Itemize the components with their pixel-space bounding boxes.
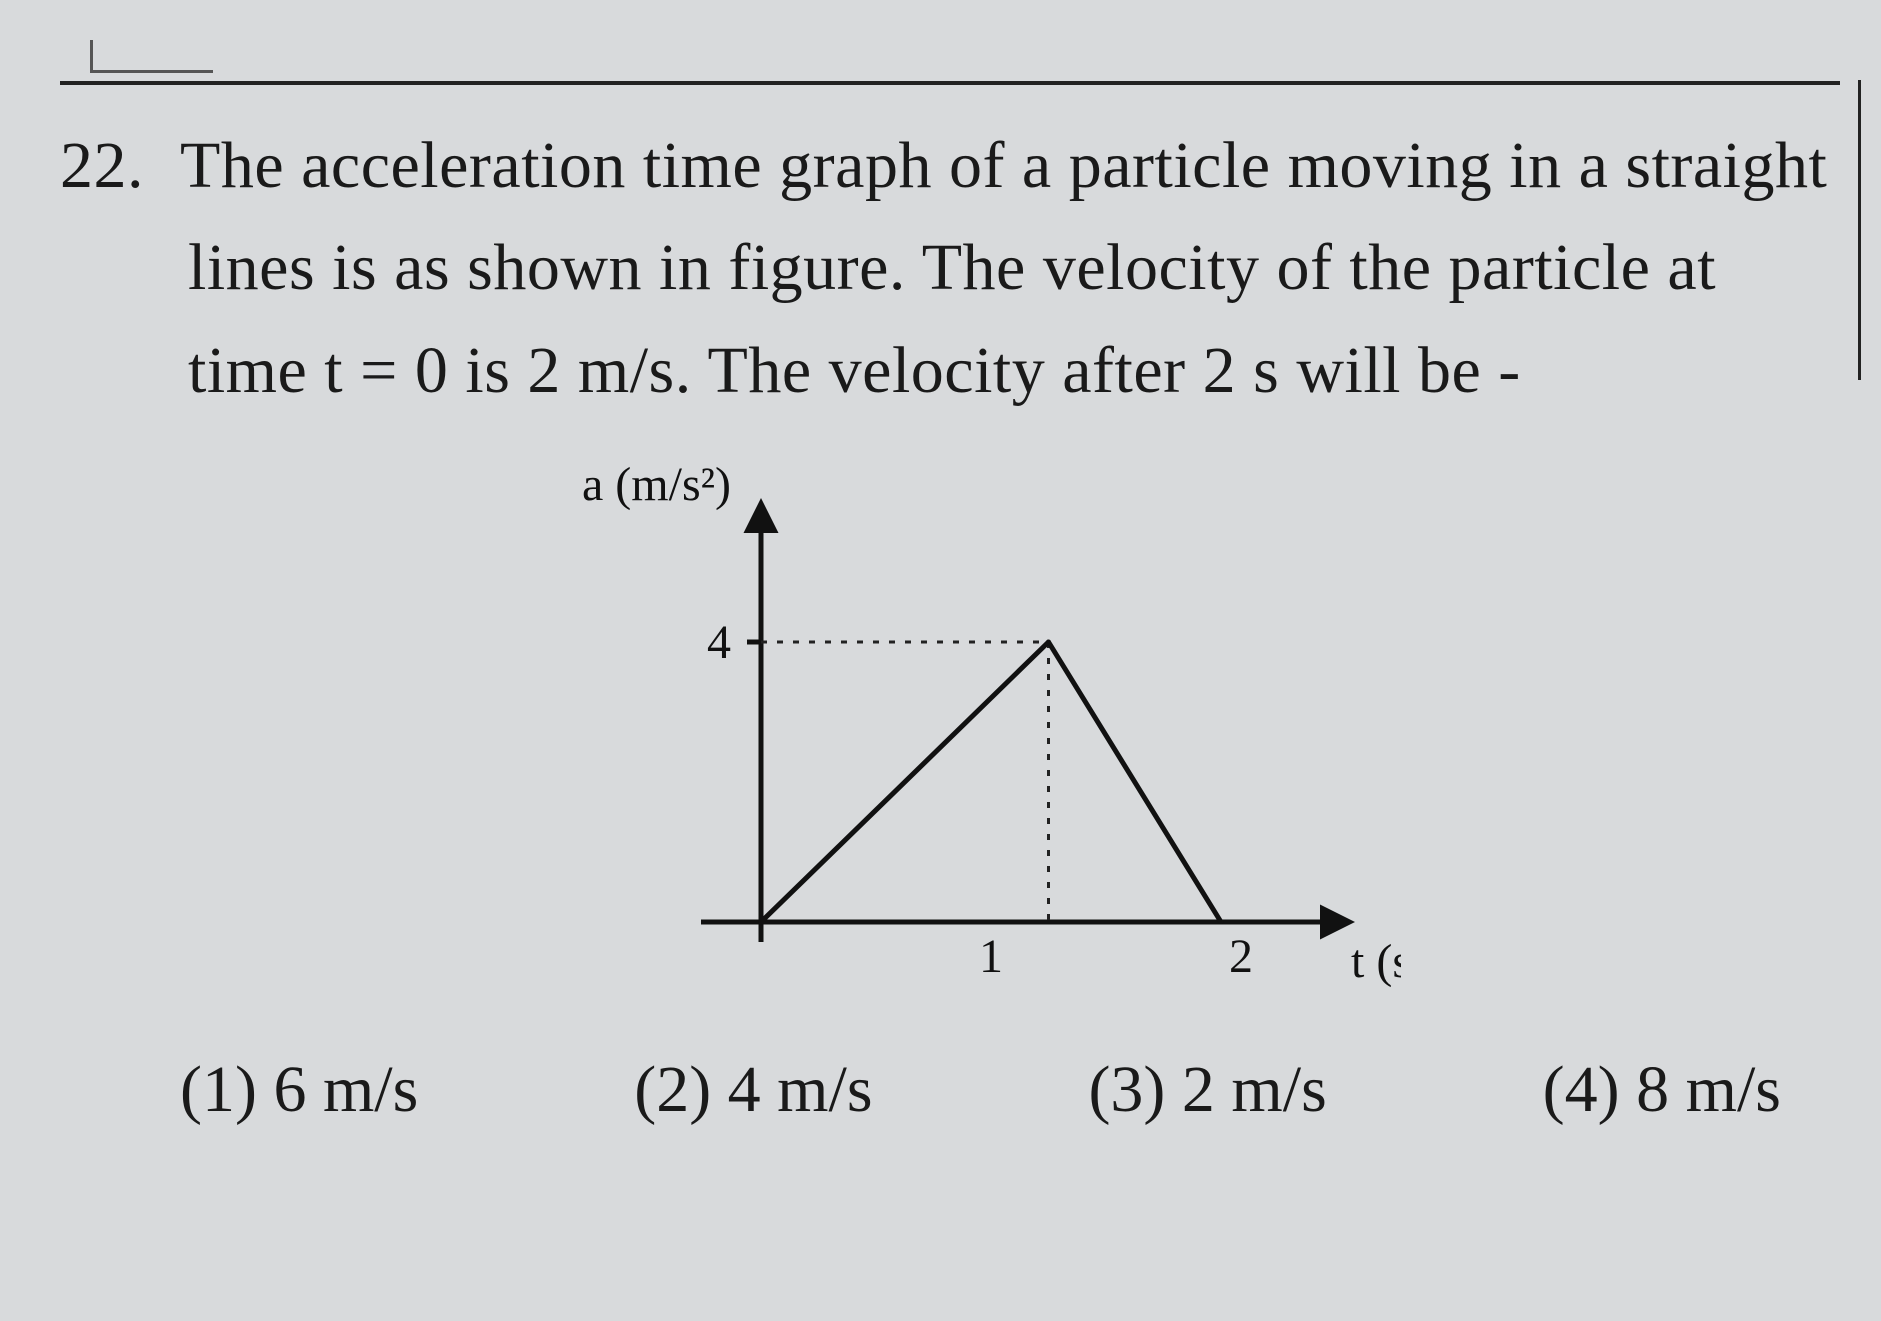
option-2: (2) 4 m/s [634, 1052, 872, 1128]
question-line-1: 22.The acceleration time graph of a part… [60, 115, 1831, 217]
svg-text:a (m/s²): a (m/s²) [581, 458, 730, 511]
top-horizontal-rule [60, 81, 1840, 85]
question-number: 22. [60, 115, 180, 217]
top-box-rule [90, 40, 213, 73]
svg-text:4: 4 [707, 616, 731, 669]
svg-text:1: 1 [979, 930, 1003, 983]
question-line-2: lines is as shown in figure. The velocit… [188, 217, 1831, 319]
question-text-1: The acceleration time graph of a particl… [180, 129, 1827, 202]
question-text-2: lines is as shown in figure. The velocit… [188, 231, 1716, 304]
option-4: (4) 8 m/s [1543, 1052, 1781, 1128]
option-1: (1) 6 m/s [180, 1052, 418, 1128]
question-line-3: time t = 0 is 2 m/s. The velocity after … [188, 320, 1831, 422]
option-3: (3) 2 m/s [1088, 1052, 1326, 1128]
options-row: (1) 6 m/s (2) 4 m/s (3) 2 m/s (4) 8 m/s [180, 1052, 1781, 1128]
acceleration-time-graph: 4 1 2 a (m/s²) t (s) [501, 452, 1401, 1012]
page: 22.The acceleration time graph of a part… [0, 0, 1881, 1321]
question-text-3: time t = 0 is 2 m/s. The velocity after … [188, 334, 1521, 407]
chart-container: 4 1 2 a (m/s²) t (s) [60, 452, 1841, 1012]
svg-text:t (s): t (s) [1351, 935, 1401, 988]
svg-text:2: 2 [1229, 930, 1253, 983]
right-vertical-rule [1858, 80, 1861, 380]
